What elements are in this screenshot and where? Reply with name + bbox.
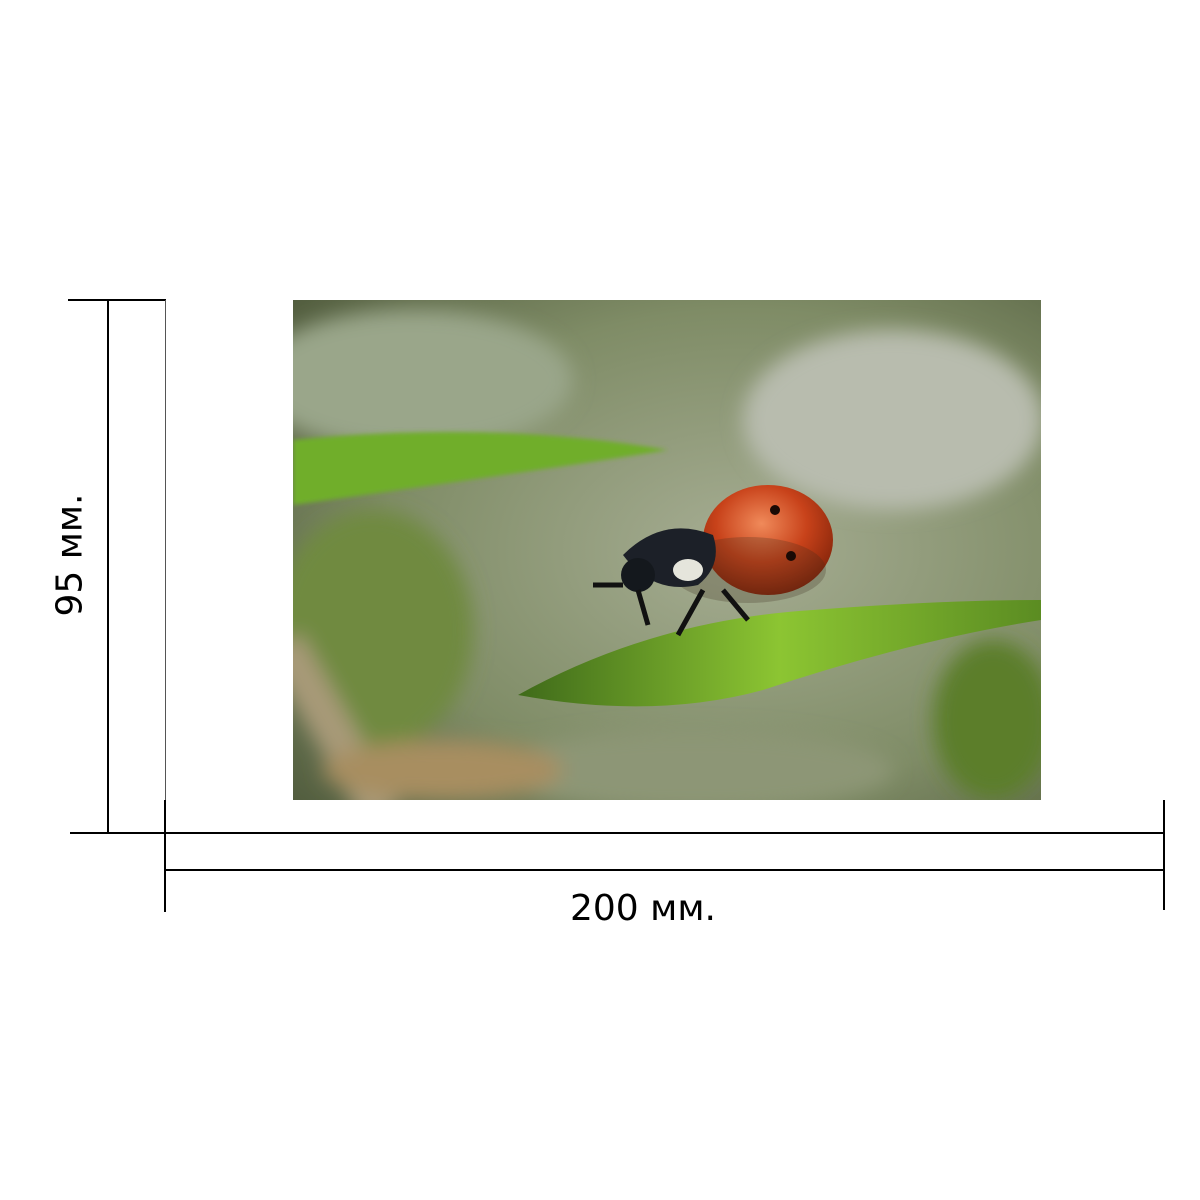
- width-label: 200 мм.: [570, 888, 716, 929]
- width-right-tick: [1163, 800, 1165, 910]
- height-top-tick: [68, 299, 166, 301]
- height-bottom-tick: [70, 832, 166, 834]
- width-left-tick: [164, 800, 166, 912]
- height-label: 95 мм.: [49, 493, 91, 617]
- width-line: [165, 869, 1165, 871]
- ladybug-photo: [293, 300, 1041, 800]
- width-top-line: [165, 832, 1165, 834]
- height-inner-line: [165, 300, 166, 834]
- height-line: [107, 300, 109, 834]
